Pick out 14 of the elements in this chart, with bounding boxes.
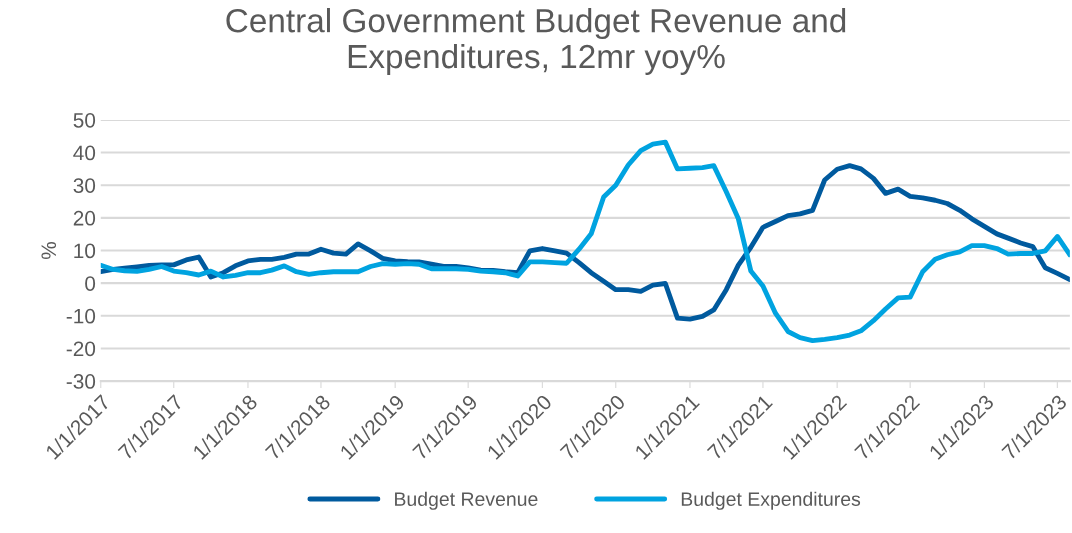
y-tick-label: -20 bbox=[66, 341, 96, 357]
y-tick-label: -10 bbox=[66, 308, 96, 324]
legend-label: Budget Expenditures bbox=[681, 491, 861, 510]
legend-label: Budget Revenue bbox=[395, 491, 538, 510]
y-tick-label: 20 bbox=[73, 210, 96, 226]
y-axis-title: % bbox=[41, 241, 57, 260]
y-tick-label: -30 bbox=[66, 374, 96, 389]
y-tick-label: 50 bbox=[73, 112, 96, 128]
y-tick-label: 30 bbox=[73, 178, 96, 193]
line-series bbox=[100, 139, 1070, 344]
y-tick-label: 10 bbox=[74, 243, 96, 259]
y-tick-label: 40 bbox=[73, 145, 96, 161]
chart-title: Central Government Budget Revenue and Expenditures, 12mr yoy% bbox=[226, 7, 846, 75]
y-tick-label: 0 bbox=[85, 276, 96, 291]
